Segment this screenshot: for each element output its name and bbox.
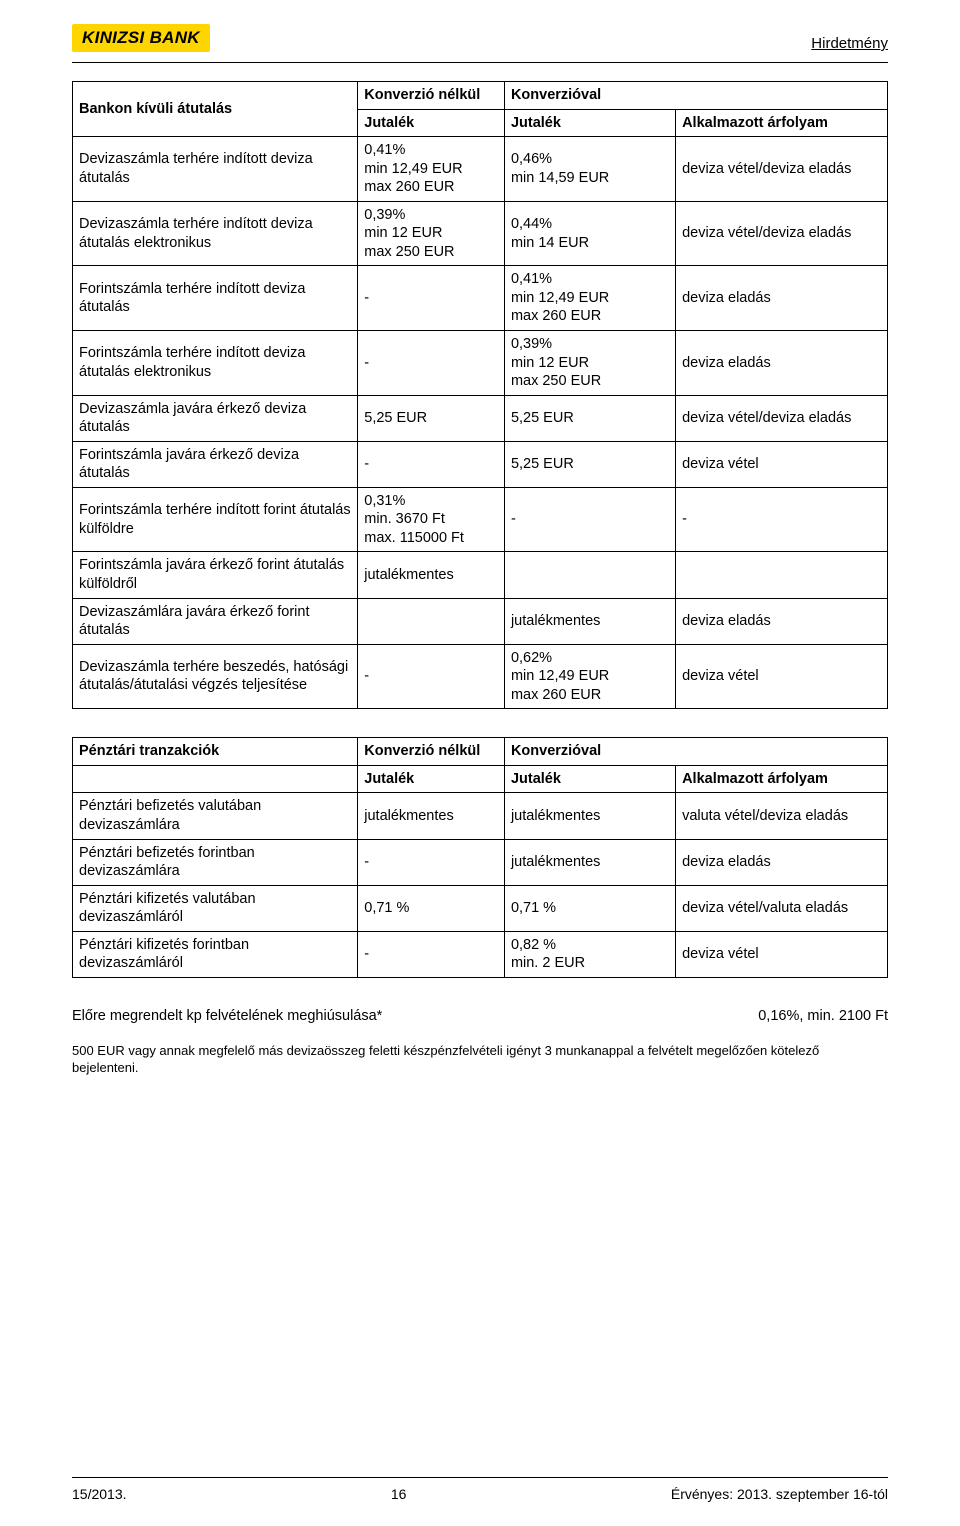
cash-failure-line: Előre megrendelt kp felvételének meghiús…: [72, 1008, 888, 1024]
table2-row-col-a: -: [358, 839, 505, 885]
table1-row-label: Devizaszámla javára érkező deviza átutal…: [73, 395, 358, 441]
table1-row-col-c: deviza vétel/deviza eladás: [676, 201, 888, 266]
table-row: Forintszámla terhére indított forint átu…: [73, 487, 888, 552]
table1-row-label: Devizaszámla terhére indított deviza átu…: [73, 137, 358, 202]
footer-page-number: 16: [391, 1486, 407, 1502]
table1-hdr-jutalek-a: Jutalék: [358, 109, 505, 137]
table2-empty-cell: [73, 765, 358, 793]
table1-row-col-c: deviza eladás: [676, 266, 888, 331]
cash-failure-label: Előre megrendelt kp felvételének meghiús…: [72, 1008, 382, 1024]
table2-row-col-b: jutalékmentes: [504, 793, 675, 839]
table2-row-col-a: 0,71 %: [358, 885, 505, 931]
table1-row-col-a: 0,31% min. 3670 Ft max. 115000 Ft: [358, 487, 505, 552]
table2-hdr-noconv: Konverzió nélkül: [358, 738, 505, 766]
table2-row-col-c: deviza vétel: [676, 931, 888, 977]
table2-hdr-arfolyam: Alkalmazott árfolyam: [676, 765, 888, 793]
table2-row-label: Pénztári kifizetés valutában devizaszáml…: [73, 885, 358, 931]
table-row: Devizaszámla javára érkező deviza átutal…: [73, 395, 888, 441]
page-header: KINIZSI BANK Hirdetmény: [72, 24, 888, 52]
footer-right: Érvényes: 2013. szeptember 16-tól: [671, 1486, 888, 1502]
table1-hdr-arfolyam: Alkalmazott árfolyam: [676, 109, 888, 137]
table1-hdr-noconv: Konverzió nélkül: [358, 82, 505, 110]
table1-row-col-c: deviza eladás: [676, 598, 888, 644]
cashier-table: Pénztári tranzakciók Konverzió nélkül Ko…: [72, 737, 888, 977]
table2-hdr-jutalek-b: Jutalék: [504, 765, 675, 793]
table1-row-col-c: deviza vétel: [676, 644, 888, 709]
table-row: Pénztári befizetés valutában devizaszáml…: [73, 793, 888, 839]
table1-row-label: Forintszámla terhére indított deviza átu…: [73, 331, 358, 396]
table1-row-col-c: [676, 552, 888, 598]
table1-row-col-b: -: [504, 487, 675, 552]
table2-title: Pénztári tranzakciók: [73, 738, 358, 766]
table1-row-col-b: jutalékmentes: [504, 598, 675, 644]
header-divider: [72, 62, 888, 63]
table-row: Devizaszámlára javára érkező forint átut…: [73, 598, 888, 644]
table1-row-col-b: 0,39% min 12 EUR max 250 EUR: [504, 331, 675, 396]
table2-row-col-b: 0,71 %: [504, 885, 675, 931]
table1-row-label: Devizaszámla terhére indított deviza átu…: [73, 201, 358, 266]
cash-note: 500 EUR vagy annak megfelelő más devizaö…: [72, 1042, 888, 1077]
table2-row-col-c: deviza eladás: [676, 839, 888, 885]
table1-row-label: Forintszámla javára érkező forint átutal…: [73, 552, 358, 598]
bank-logo: KINIZSI BANK: [72, 24, 210, 52]
table1-row-col-b: [504, 552, 675, 598]
table2-hdr-jutalek-a: Jutalék: [358, 765, 505, 793]
page-header-right: Hirdetmény: [811, 35, 888, 52]
table1-row-col-a: jutalékmentes: [358, 552, 505, 598]
table1-row-col-a: -: [358, 644, 505, 709]
table1-row-col-b: 0,41% min 12,49 EUR max 260 EUR: [504, 266, 675, 331]
table1-row-col-a: 0,41% min 12,49 EUR max 260 EUR: [358, 137, 505, 202]
table1-row-label: Forintszámla terhére indított forint átu…: [73, 487, 358, 552]
footer-left: 15/2013.: [72, 1486, 127, 1502]
table1-row-label: Devizaszámla terhére beszedés, hatósági …: [73, 644, 358, 709]
table-row: Devizaszámla terhére indított deviza átu…: [73, 201, 888, 266]
table2-row-col-a: jutalékmentes: [358, 793, 505, 839]
table1-hdr-conv: Konverzióval: [504, 82, 887, 110]
table1-row-label: Devizaszámlára javára érkező forint átut…: [73, 598, 358, 644]
table1-row-label: Forintszámla terhére indított deviza átu…: [73, 266, 358, 331]
table-row: Pénztári kifizetés valutában devizaszáml…: [73, 885, 888, 931]
transfers-table: Bankon kívüli átutalás Konverzió nélkül …: [72, 81, 888, 709]
table2-row-label: Pénztári befizetés forintban devizaszáml…: [73, 839, 358, 885]
cash-failure-value: 0,16%, min. 2100 Ft: [758, 1008, 888, 1024]
table1-title: Bankon kívüli átutalás: [73, 82, 358, 137]
bank-logo-text: KINIZSI BANK: [82, 28, 200, 47]
table2-row-col-b: jutalékmentes: [504, 839, 675, 885]
table2-row-label: Pénztári kifizetés forintban devizaszáml…: [73, 931, 358, 977]
table2-hdr-conv: Konverzióval: [504, 738, 887, 766]
table1-row-col-c: deviza vétel/deviza eladás: [676, 137, 888, 202]
table2-row-label: Pénztári befizetés valutában devizaszáml…: [73, 793, 358, 839]
table1-row-col-c: -: [676, 487, 888, 552]
table-row: Forintszámla javára érkező deviza átutal…: [73, 441, 888, 487]
table1-row-col-b: 0,62% min 12,49 EUR max 260 EUR: [504, 644, 675, 709]
table1-row-col-c: deviza vétel: [676, 441, 888, 487]
page-footer: 15/2013. 16 Érvényes: 2013. szeptember 1…: [72, 1486, 888, 1502]
table1-row-col-b: 0,44% min 14 EUR: [504, 201, 675, 266]
table1-row-col-c: deviza eladás: [676, 331, 888, 396]
table-row: Forintszámla javára érkező forint átutal…: [73, 552, 888, 598]
table2-row-col-b: 0,82 % min. 2 EUR: [504, 931, 675, 977]
table1-row-col-a: -: [358, 441, 505, 487]
table1-row-col-c: deviza vétel/deviza eladás: [676, 395, 888, 441]
table-row: Pénztári kifizetés forintban devizaszáml…: [73, 931, 888, 977]
table1-row-col-a: 0,39% min 12 EUR max 250 EUR: [358, 201, 505, 266]
footer-divider: [72, 1477, 888, 1478]
table1-row-col-a: -: [358, 266, 505, 331]
table-row: Forintszámla terhére indított deviza átu…: [73, 266, 888, 331]
table1-row-col-b: 5,25 EUR: [504, 395, 675, 441]
table1-row-col-a: -: [358, 331, 505, 396]
table1-row-label: Forintszámla javára érkező deviza átutal…: [73, 441, 358, 487]
table2-row-col-c: deviza vétel/valuta eladás: [676, 885, 888, 931]
table2-row-col-c: valuta vétel/deviza eladás: [676, 793, 888, 839]
table1-row-col-a: [358, 598, 505, 644]
table-row: Devizaszámla terhére indított deviza átu…: [73, 137, 888, 202]
table-row: Pénztári befizetés forintban devizaszáml…: [73, 839, 888, 885]
table1-row-col-a: 5,25 EUR: [358, 395, 505, 441]
table1-row-col-b: 0,46% min 14,59 EUR: [504, 137, 675, 202]
table-row: Devizaszámla terhére beszedés, hatósági …: [73, 644, 888, 709]
table1-row-col-b: 5,25 EUR: [504, 441, 675, 487]
table2-row-col-a: -: [358, 931, 505, 977]
table-row: Forintszámla terhére indított deviza átu…: [73, 331, 888, 396]
table1-hdr-jutalek-b: Jutalék: [504, 109, 675, 137]
